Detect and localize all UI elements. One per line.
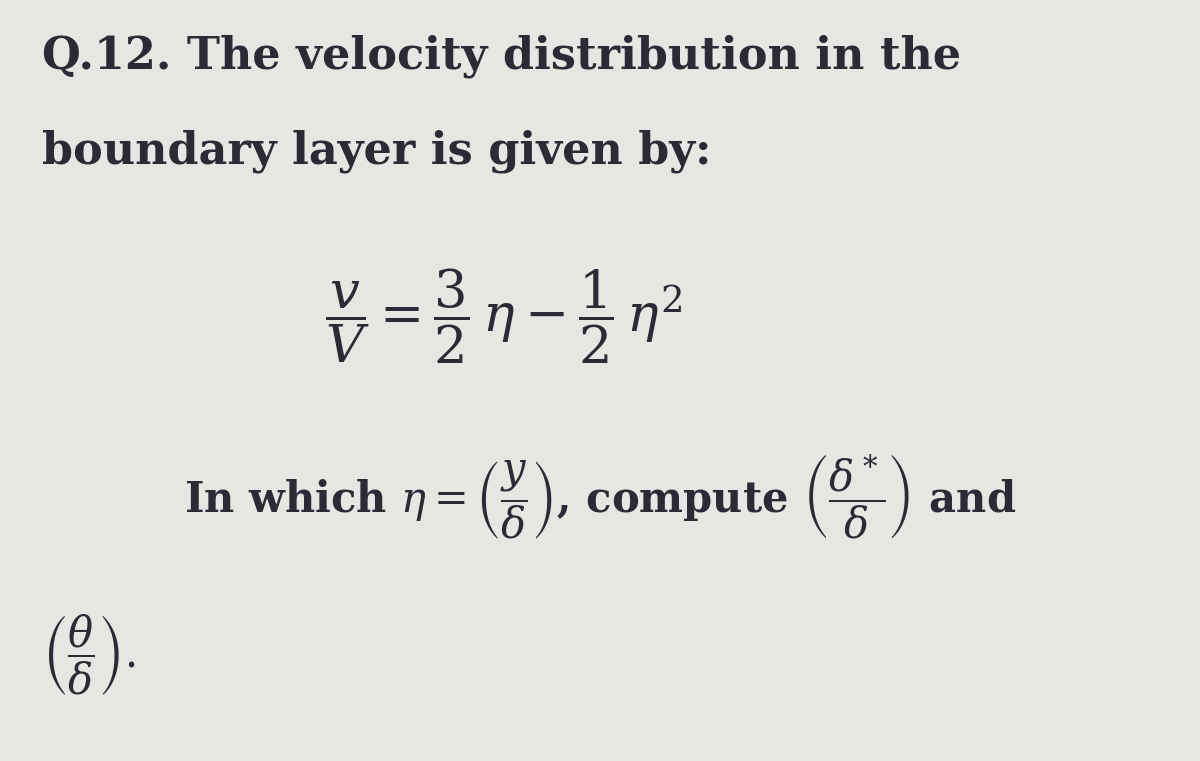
Text: boundary layer is given by:: boundary layer is given by: [42, 129, 712, 173]
Text: Q.12. The velocity distribution in the: Q.12. The velocity distribution in the [42, 34, 961, 78]
Text: $\left(\dfrac{\theta}{\delta}\right).$: $\left(\dfrac{\theta}{\delta}\right).$ [42, 613, 136, 698]
Text: $\dfrac{v}{V} = \dfrac{3}{2}\,\eta - \dfrac{1}{2}\,\eta^2$: $\dfrac{v}{V} = \dfrac{3}{2}\,\eta - \df… [325, 266, 683, 366]
Text: In which $\eta = \left(\dfrac{y}{\delta}\right)$, compute $\left(\dfrac{\delta^*: In which $\eta = \left(\dfrac{y}{\delta}… [184, 453, 1016, 542]
